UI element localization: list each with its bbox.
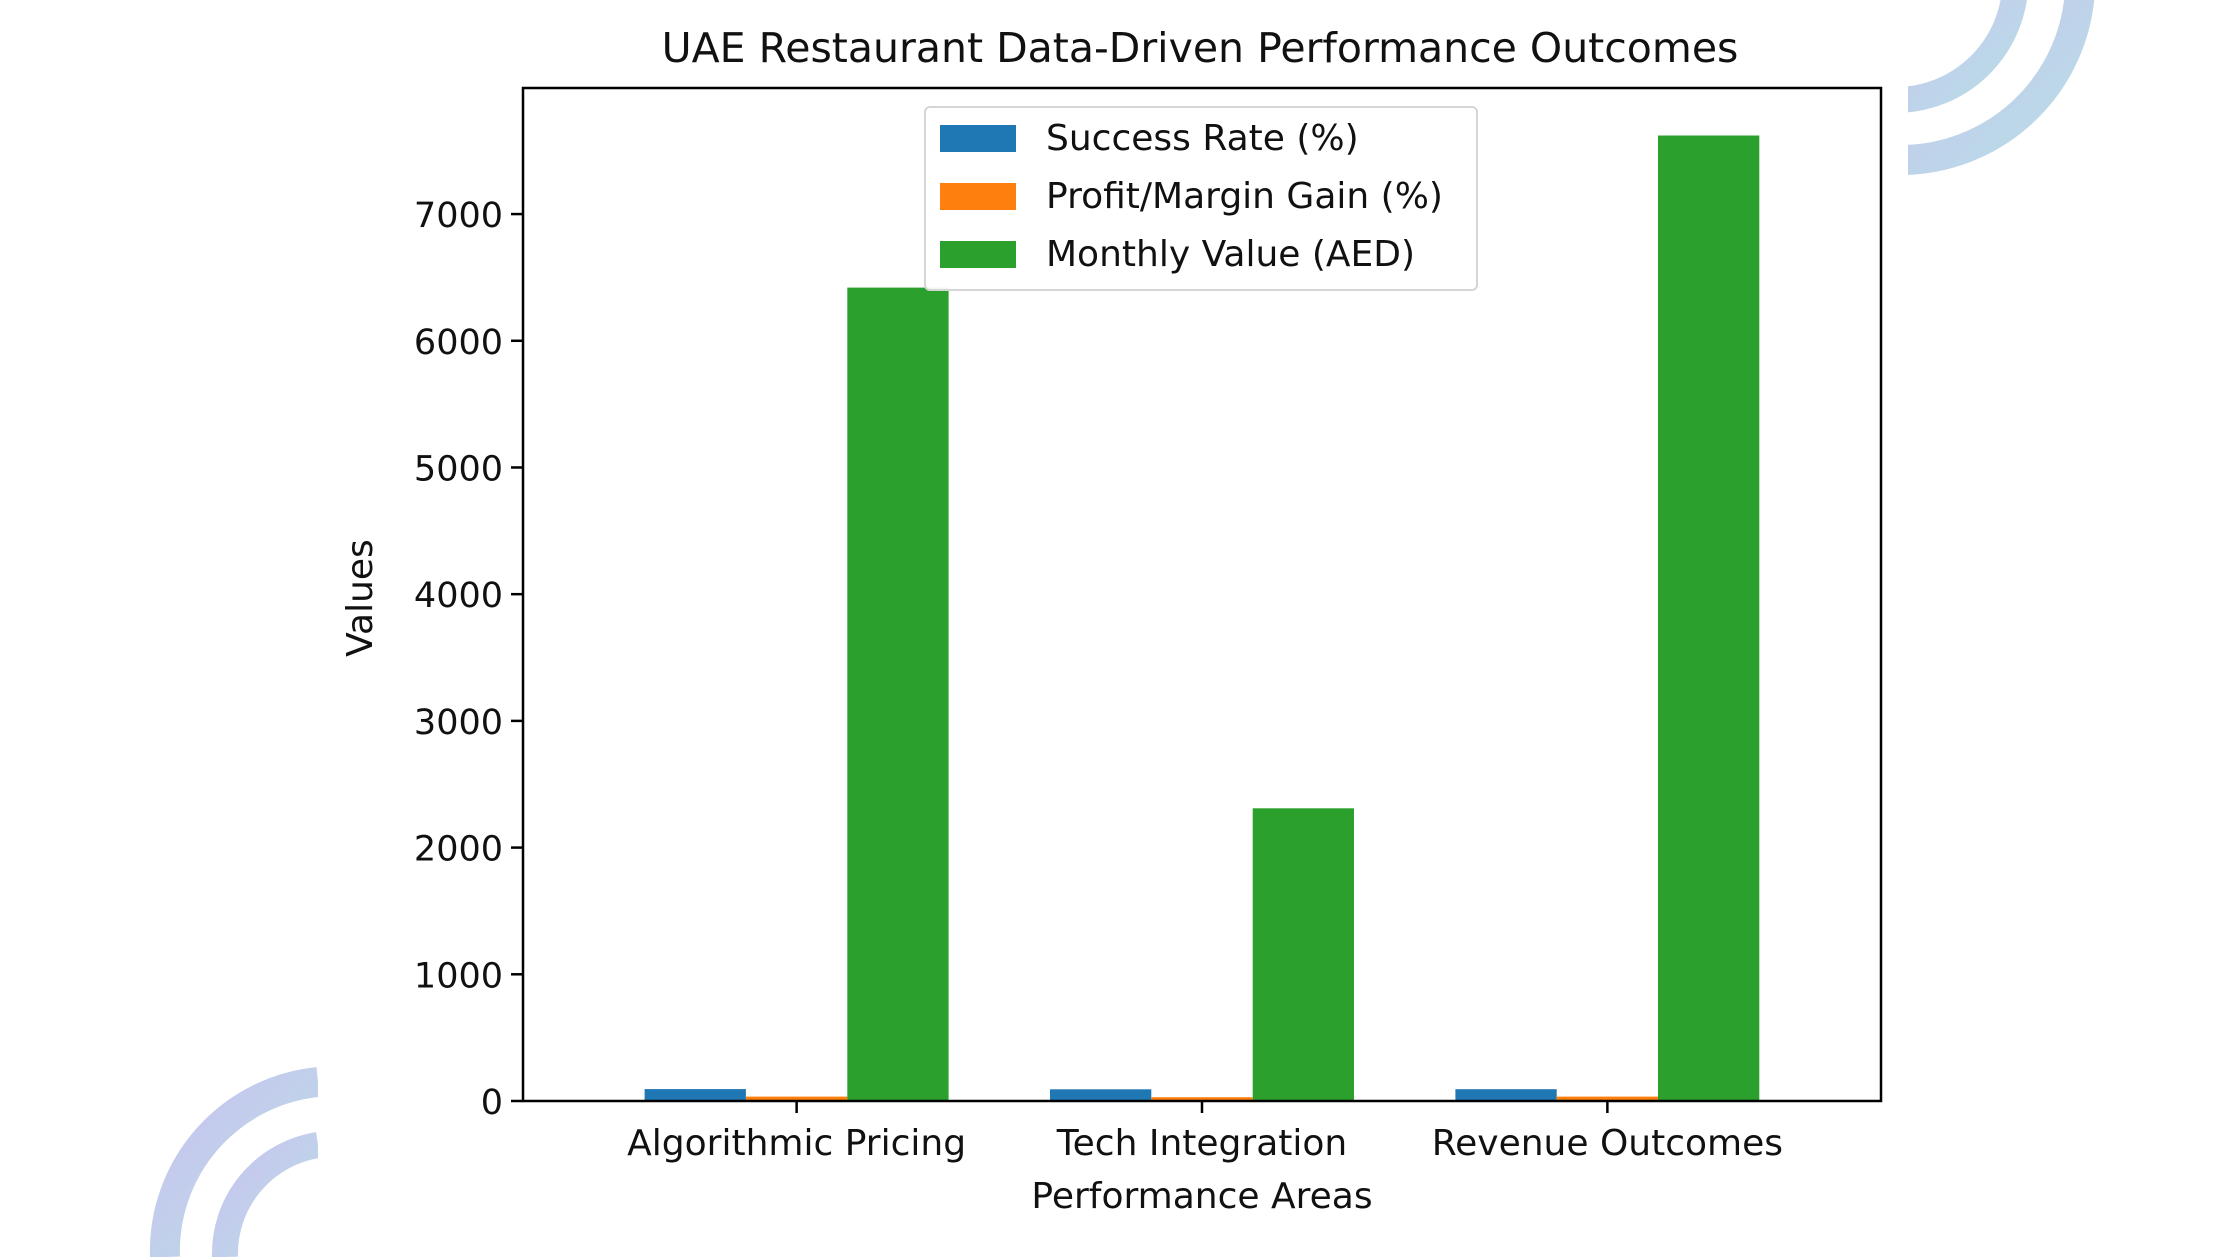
legend-swatch-2 (940, 183, 1016, 210)
decor-arc-top-right-outer (1899, 0, 2095, 176)
y-tick-label: 7000 (414, 196, 503, 236)
y-tick-label: 6000 (414, 323, 503, 363)
plot-area (644, 135, 1760, 1102)
x-tick-label: Revenue Outcomes (1432, 1123, 1783, 1164)
legend-swatch-3 (940, 241, 1016, 268)
x-axis-label: Performance Areas (1031, 1176, 1372, 1217)
bar-3-2 (1252, 808, 1354, 1101)
decor-arc-top-right-inner (1899, 0, 2027, 113)
y-tick-label: 1000 (414, 956, 503, 996)
y-tick-label: 4000 (414, 576, 503, 616)
decor-arc-bottom-left-outer (149, 1067, 320, 1257)
bar-1-3 (1455, 1089, 1557, 1101)
bar-2-2 (1151, 1097, 1253, 1101)
decor-arc-bottom-left-inner (211, 1132, 321, 1257)
y-tick-label: 3000 (414, 703, 503, 743)
bar-2-3 (1556, 1096, 1658, 1101)
bar-3-3 (1658, 135, 1760, 1101)
y-tick-label: 0 (481, 1083, 503, 1123)
bar-3-1 (847, 287, 949, 1102)
y-axis: 0 1000 2000 3000 4000 5000 6000 7000 (414, 196, 523, 1123)
y-tick-label: 2000 (414, 830, 503, 870)
chart-title: UAE Restaurant Data-Driven Performance O… (662, 24, 1739, 72)
bar-1-1 (644, 1089, 746, 1101)
legend-box (924, 106, 1478, 291)
legend-label-1: Success Rate (%) (1046, 118, 1359, 159)
x-tick-label: Tech Integration (1056, 1123, 1347, 1164)
x-axis: Algorithmic Pricing Tech Integration Reven… (627, 1101, 1783, 1164)
legend-label-2: Profit/Margin Gain (%) (1046, 176, 1443, 217)
bar-1-2 (1050, 1089, 1152, 1101)
bar-2-1 (746, 1096, 848, 1101)
y-axis-label: Values (340, 539, 381, 657)
x-tick-label: Algorithmic Pricing (627, 1123, 966, 1164)
legend: Success Rate (%) Profit/Margin Gain (%) Mo… (924, 106, 1478, 291)
legend-swatch-1 (940, 125, 1016, 152)
y-tick-label: 5000 (414, 449, 503, 489)
legend-label-3: Monthly Value (AED) (1046, 234, 1415, 275)
